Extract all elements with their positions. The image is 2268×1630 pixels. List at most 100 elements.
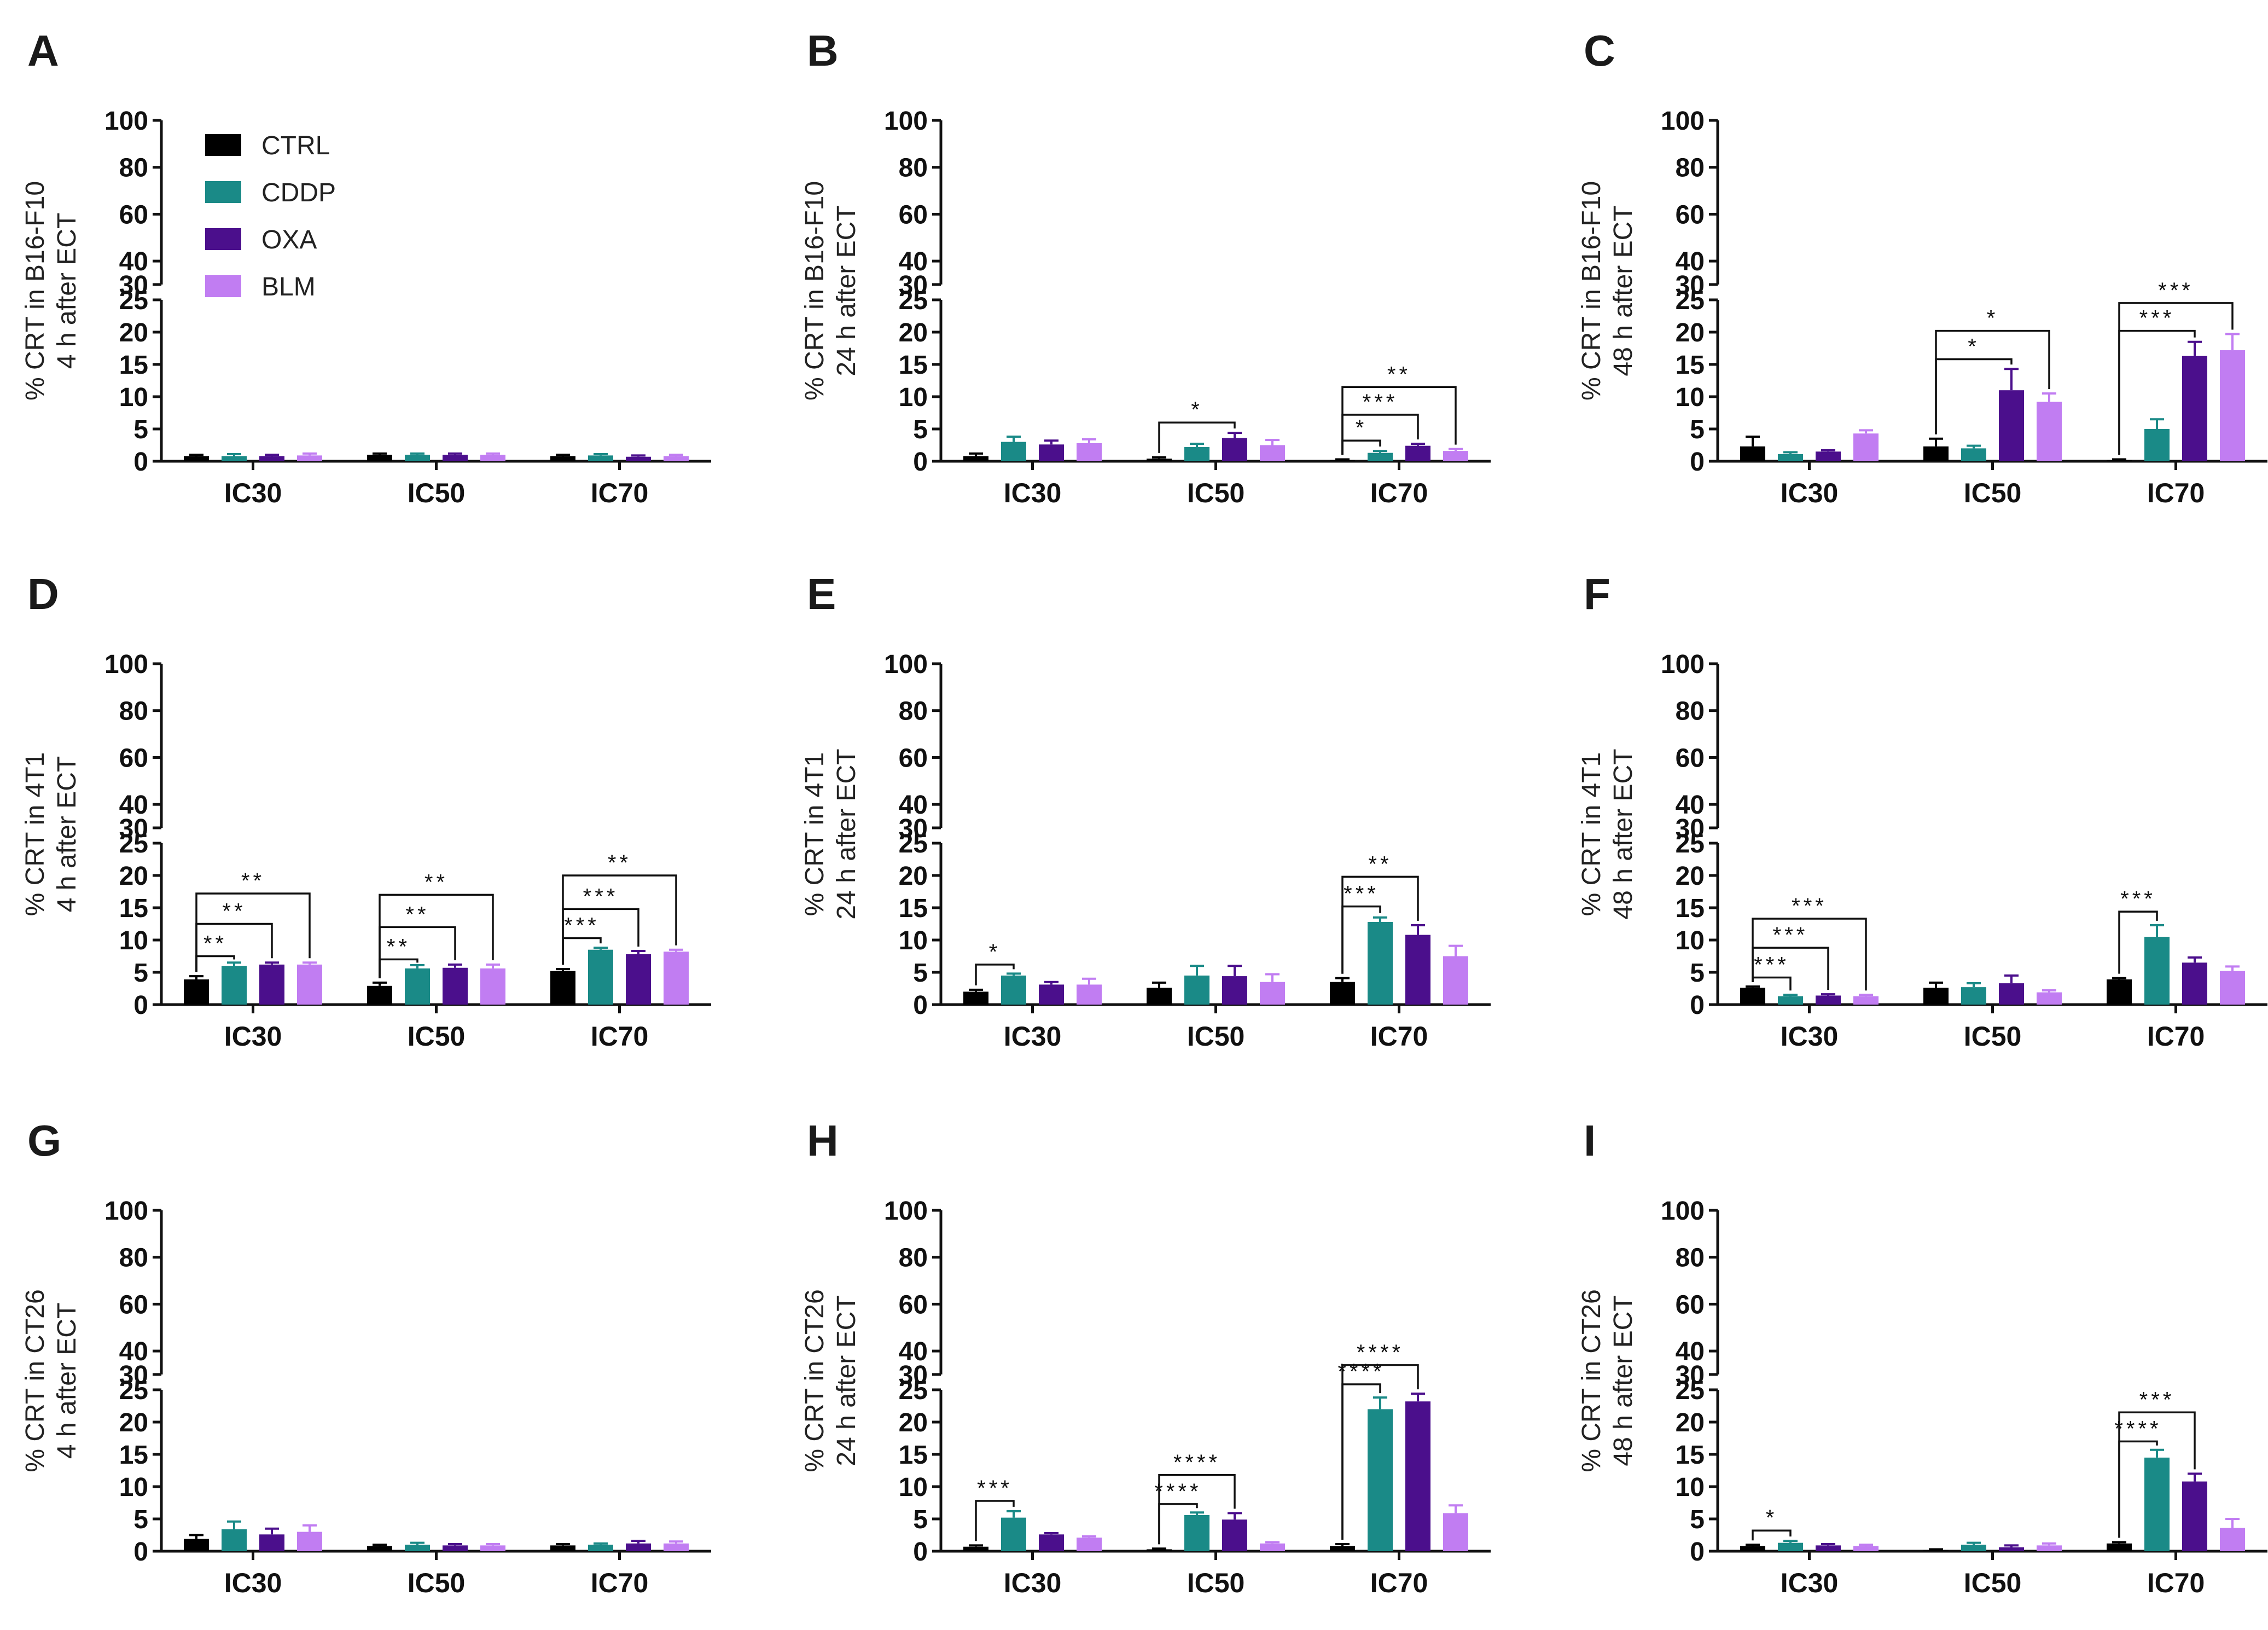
legend-label: OXA <box>261 225 317 254</box>
bar-ctrl <box>184 979 209 1005</box>
significance-label: * <box>1766 1506 1778 1530</box>
bar-blm <box>297 1532 322 1551</box>
y-tick-label: 80 <box>119 154 148 183</box>
y-tick-label: 30 <box>1676 1361 1705 1390</box>
bar-oxa <box>1222 976 1247 1005</box>
y-tick-label: 100 <box>1661 1197 1705 1226</box>
bar-cddp <box>588 949 613 1005</box>
bar-cddp <box>222 1529 247 1551</box>
y-tick-label: 30 <box>899 1361 928 1390</box>
y-tick-label: 25 <box>119 829 148 858</box>
y-axis-label-line: 4 h after ECT <box>53 756 82 912</box>
bar-ctrl <box>1147 1549 1172 1551</box>
bar-ctrl <box>1740 1546 1765 1551</box>
y-axis-label-line: 4 h after ECT <box>53 1303 82 1459</box>
bar-blm <box>1077 984 1102 1005</box>
bar-cddp <box>588 455 613 461</box>
y-tick-label: 60 <box>1676 200 1705 229</box>
y-axis-label-line: % CRT in B16-F10 <box>21 181 50 401</box>
significance-label: ** <box>387 935 410 959</box>
y-tick-label: 0 <box>1690 1538 1705 1567</box>
y-tick-label: 10 <box>1676 1473 1705 1502</box>
bar-blm <box>1443 1513 1468 1551</box>
x-tick-label: IC50 <box>408 1568 466 1598</box>
y-axis-label: % CRT in 4T1 4 h after ECT <box>21 752 82 916</box>
y-tick-label: 10 <box>119 383 148 412</box>
significance-label: *** <box>1773 923 1808 947</box>
x-tick-label: IC70 <box>1370 1021 1428 1052</box>
y-tick-label: 20 <box>1676 862 1705 891</box>
bar-cddp <box>1778 1542 1803 1551</box>
significance-bracket <box>562 874 677 965</box>
y-tick-label: 10 <box>119 926 148 955</box>
bar-oxa <box>1039 444 1064 461</box>
legend: CTRL CDDP OXA BLM <box>205 131 336 301</box>
significance-bracket <box>1752 918 1867 991</box>
bar-ctrl <box>963 1546 988 1551</box>
y-tick-label: 80 <box>899 697 928 726</box>
significance-label: ** <box>424 870 448 894</box>
bar-blm <box>2037 402 2062 461</box>
x-tick-label: IC50 <box>1964 478 2022 508</box>
bar-cddp <box>1001 975 1026 1005</box>
y-tick-label: 25 <box>1676 1376 1705 1405</box>
bar-oxa <box>2182 962 2207 1005</box>
significance-label: * <box>1987 306 1999 330</box>
y-axis-label-line: 48 h after ECT <box>1609 205 1638 376</box>
significance-label: ** <box>608 851 631 875</box>
y-tick-label: 15 <box>119 894 148 923</box>
bar-ctrl <box>367 1546 392 1551</box>
bar-cddp <box>222 966 247 1005</box>
significance-bracket <box>1341 1364 1419 1540</box>
y-tick-label: 15 <box>119 1441 148 1470</box>
y-tick-label: 60 <box>1676 1290 1705 1319</box>
bar-oxa <box>1816 995 1841 1005</box>
significance-label: ** <box>203 932 227 956</box>
x-tick-label: IC50 <box>1187 1568 1245 1598</box>
y-tick-label: 0 <box>133 448 148 477</box>
y-tick-label: 0 <box>133 1538 148 1567</box>
x-tick-label: IC50 <box>408 1021 466 1052</box>
bar-cddp <box>2144 1457 2170 1551</box>
y-tick-label: 80 <box>1676 1244 1705 1273</box>
x-tick-label: IC30 <box>1004 1568 1062 1598</box>
bar-blm <box>1443 451 1468 461</box>
panel-label: H <box>807 1116 839 1165</box>
y-tick-label: 0 <box>913 991 928 1020</box>
bar-ctrl <box>1330 982 1355 1005</box>
y-tick-label: 0 <box>913 1538 928 1567</box>
bar-oxa <box>626 456 651 461</box>
y-axis-label-line: % CRT in CT26 <box>1577 1289 1606 1472</box>
bar-cddp <box>405 1545 430 1551</box>
y-tick-label: 80 <box>1676 697 1705 726</box>
y-axis-label-line: % CRT in 4T1 <box>21 752 50 916</box>
y-tick-label: 15 <box>899 1441 928 1470</box>
y-tick-label: 100 <box>104 107 148 136</box>
significance-label: *** <box>1792 894 1827 918</box>
y-tick-label: 20 <box>119 318 148 347</box>
legend-swatch-cddp <box>205 181 241 203</box>
significance-label: ** <box>1368 852 1392 876</box>
bar-oxa <box>1039 1534 1064 1551</box>
panel-label: D <box>27 570 59 618</box>
y-tick-label: 80 <box>119 697 148 726</box>
panel-label: E <box>807 570 836 618</box>
y-tick-label: 40 <box>1676 1337 1705 1366</box>
y-tick-label: 20 <box>1676 1408 1705 1437</box>
significance-bracket <box>975 964 1015 985</box>
y-tick-label: 15 <box>899 894 928 923</box>
y-tick-label: 25 <box>1676 286 1705 315</box>
y-tick-label: 30 <box>899 814 928 843</box>
significance-label: ** <box>222 900 246 924</box>
y-tick-label: 60 <box>119 1290 148 1319</box>
significance-label: * <box>1356 416 1368 440</box>
bar-blm <box>1077 443 1102 461</box>
legend-label: CTRL <box>261 131 330 160</box>
y-tick-label: 5 <box>133 415 148 444</box>
bar-cddp <box>1368 453 1393 461</box>
y-tick-label: 100 <box>104 1197 148 1226</box>
